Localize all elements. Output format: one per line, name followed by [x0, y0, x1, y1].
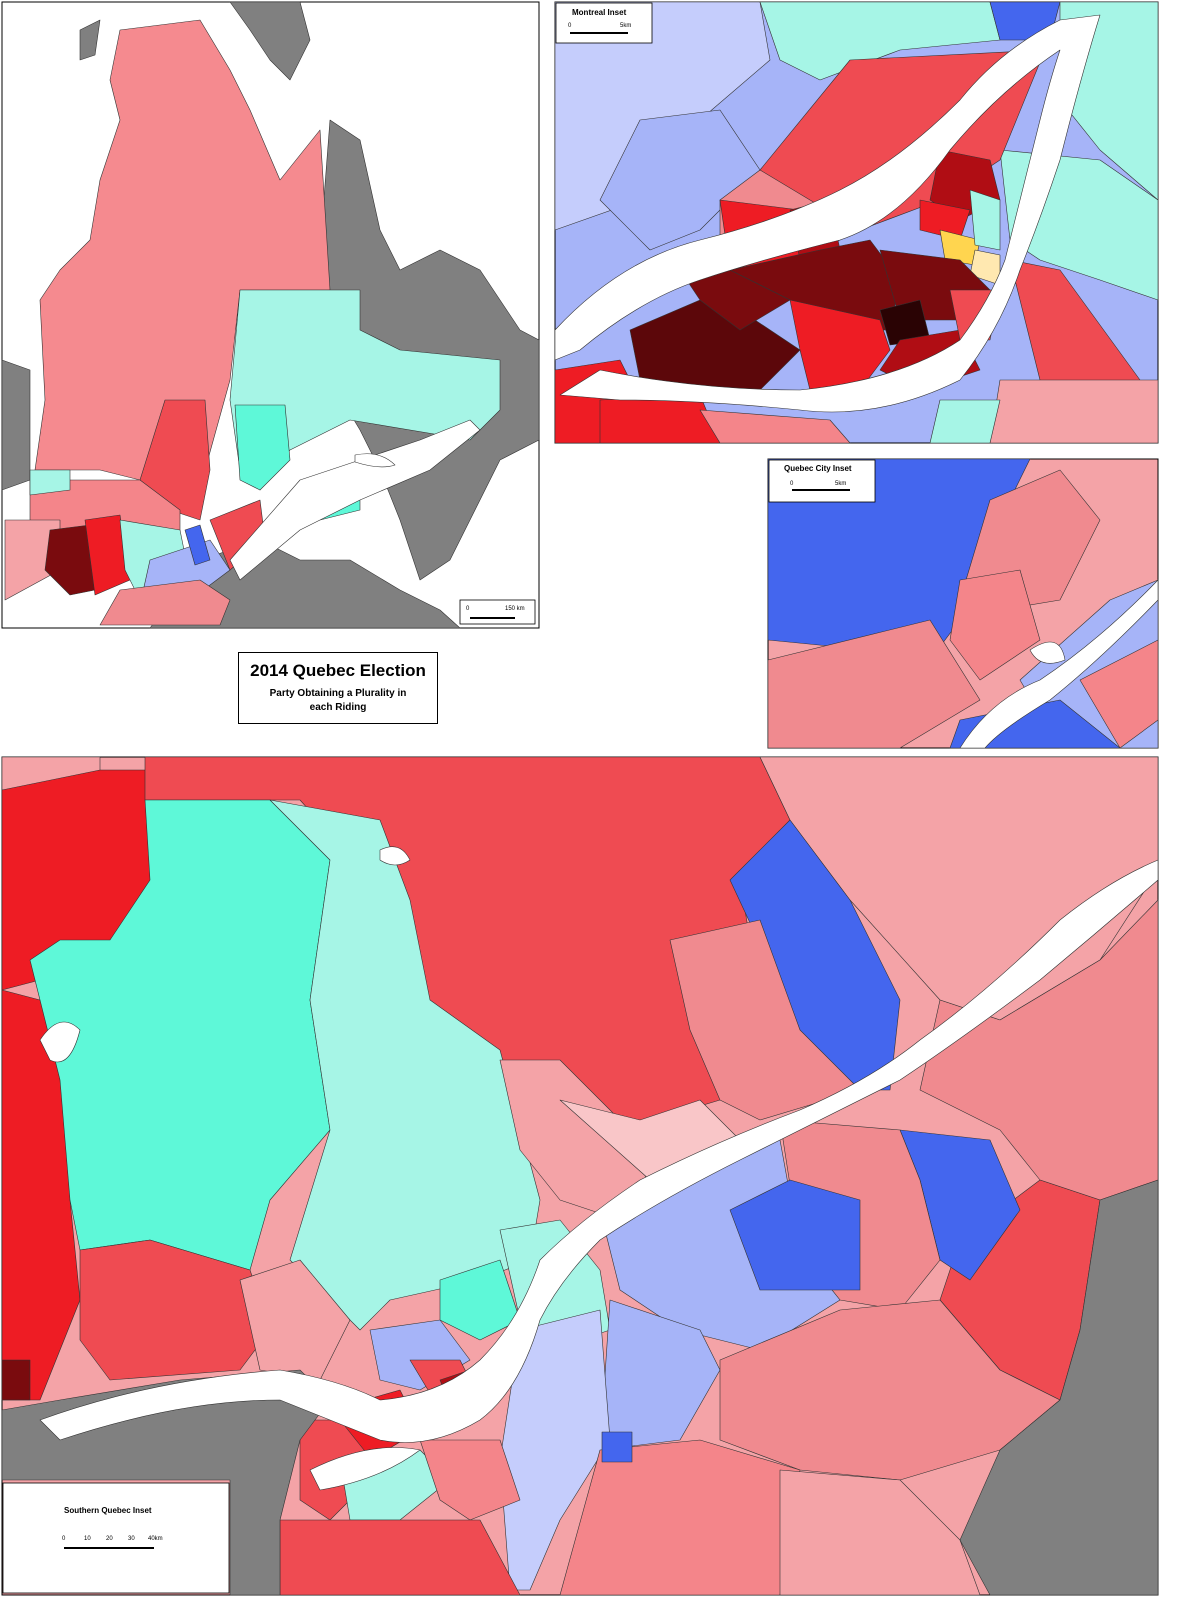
label: 0: [62, 1536, 66, 1542]
riding: [601, 1431, 633, 1463]
label: 5km: [835, 481, 846, 487]
label: 40km: [148, 1536, 163, 1542]
riding: [729, 1179, 861, 1291]
province-map: 0 150 km: [1, 1, 540, 629]
frame: [459, 599, 536, 625]
title-box: 2014 Quebec Election Party Obtaining a P…: [238, 652, 438, 724]
frame: [768, 459, 876, 503]
label: 150 km: [505, 606, 525, 612]
frame: [555, 2, 653, 44]
riding: [949, 569, 1041, 681]
map-subtitle: Party Obtaining a Plurality in each Ridi…: [269, 688, 407, 713]
water: [39, 859, 1159, 1443]
label: Montreal Inset: [572, 8, 627, 17]
label: 0: [466, 606, 470, 612]
riding: [44, 524, 96, 596]
label: 5km: [620, 23, 631, 29]
riding: [439, 1259, 521, 1341]
water: [1029, 641, 1066, 664]
label: 10: [84, 1536, 91, 1542]
land-outside: [959, 1179, 1159, 1596]
land-outside: [229, 1, 311, 81]
riding: [1079, 639, 1159, 749]
label: 30: [128, 1536, 135, 1542]
riding: [419, 1439, 521, 1521]
riding: [699, 409, 851, 444]
water: [554, 14, 1101, 413]
riding: [599, 109, 761, 251]
riding: [669, 919, 861, 1121]
map-title: 2014 Quebec Election: [250, 661, 426, 680]
montreal-inset: Montreal Inset 0 5km: [554, 1, 1159, 444]
riding: [279, 1519, 521, 1596]
land-outside: [1, 359, 31, 491]
water: [39, 1021, 81, 1063]
southern-quebec-inset: Southern Quebec Inset 0 10 20 30 40km: [1, 756, 1159, 1596]
riding: [989, 379, 1159, 444]
riding: [929, 399, 1001, 444]
riding: [269, 799, 541, 1331]
riding: [99, 579, 231, 626]
riding: [184, 524, 211, 566]
water: [959, 579, 1159, 749]
quebec-city-inset: Quebec City Inset 0 5km: [767, 458, 1159, 749]
riding: [239, 1259, 351, 1381]
riding: [234, 404, 291, 491]
label: 0: [568, 23, 572, 29]
label: 0: [790, 481, 794, 487]
riding: [779, 1469, 981, 1596]
riding: [767, 619, 981, 749]
water: [379, 846, 411, 866]
label: 20: [106, 1536, 113, 1542]
riding: [34, 19, 331, 481]
riding: [79, 1239, 271, 1381]
land-outside: [79, 19, 101, 61]
water: [354, 453, 396, 468]
label: Quebec City Inset: [784, 464, 852, 473]
water: [309, 1447, 421, 1491]
label: Southern Quebec Inset: [64, 1506, 152, 1515]
water: [229, 419, 481, 581]
riding: [1, 1359, 31, 1401]
frame: [2, 1482, 230, 1594]
riding: [29, 469, 71, 496]
riding: [969, 189, 1001, 251]
